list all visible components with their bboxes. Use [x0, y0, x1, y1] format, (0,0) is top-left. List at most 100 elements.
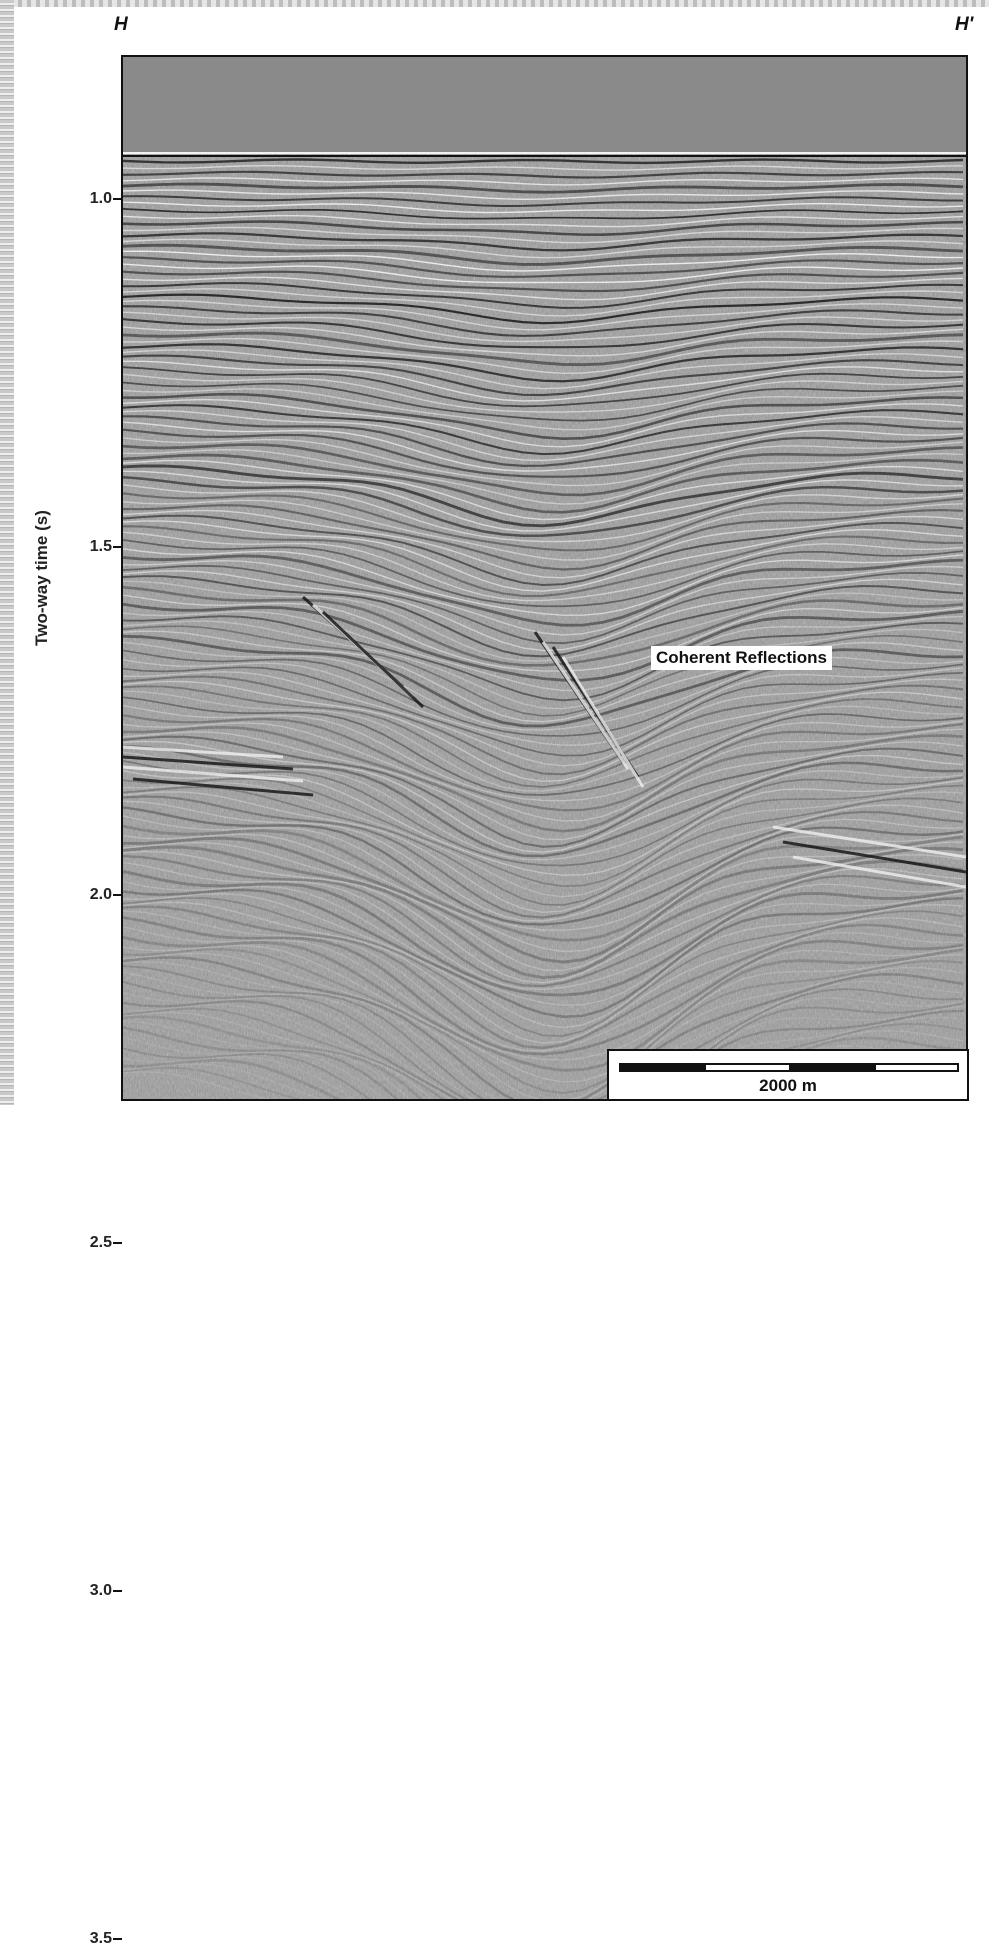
reflector-line	[123, 250, 964, 272]
reflector-line	[123, 722, 964, 822]
reflector-line	[123, 238, 964, 259]
reflector-line	[123, 881, 964, 1006]
reflector-line	[123, 980, 964, 1099]
reflector-line	[123, 226, 964, 244]
reflector-line	[123, 704, 964, 802]
reflector-line	[123, 1003, 964, 1099]
y-tick-mark	[113, 1590, 122, 1592]
reflector-line	[123, 892, 964, 1029]
reflector-line	[123, 770, 964, 876]
reflector-line	[123, 311, 964, 343]
reflector-line	[123, 531, 964, 602]
reflector-line	[123, 800, 964, 922]
reflector-line	[123, 935, 964, 1072]
reflector-line	[123, 398, 964, 448]
reflector-line	[123, 960, 964, 1099]
reflector-line	[123, 948, 964, 1095]
reflector-line	[123, 270, 964, 293]
dipping-reflector	[321, 610, 425, 709]
reflector-line	[123, 428, 964, 478]
seismic-section-image	[123, 57, 966, 1099]
reflector-line	[123, 208, 964, 220]
cropped-neighbor-panel-left	[0, 0, 14, 1105]
reflector-line	[123, 850, 964, 984]
coherent-reflections-label: Coherent Reflections	[651, 646, 832, 670]
y-tick-mark	[113, 894, 122, 896]
reflector-line	[123, 499, 964, 561]
reflector-line	[123, 999, 964, 1099]
reflector-line	[123, 806, 964, 926]
reflector-line	[123, 944, 964, 1083]
reflector-line	[123, 740, 964, 853]
reflector-line	[123, 459, 964, 521]
y-tick-mark	[113, 198, 122, 200]
reflector-line	[123, 1007, 964, 1099]
scale-segment-dark	[789, 1063, 876, 1072]
dipping-reflectors	[123, 595, 966, 889]
dipping-reflector	[561, 656, 645, 788]
reflector-line	[123, 276, 964, 301]
reflector-line	[123, 354, 964, 397]
y-tick-label: 2.5	[89, 1234, 112, 1251]
reflector-line	[123, 575, 964, 658]
reflector-line	[123, 288, 964, 317]
reflector-line	[123, 182, 964, 194]
reflector-line	[123, 685, 964, 788]
reflector-line	[123, 731, 964, 841]
reflector-line	[123, 282, 964, 309]
reflector-line	[123, 916, 964, 1056]
reflector-line	[123, 625, 964, 717]
reflector-line	[123, 164, 964, 171]
reflector-line	[123, 409, 964, 462]
reflector-line	[123, 795, 964, 919]
scale-segment-light	[874, 1063, 959, 1072]
reflector-line	[123, 189, 964, 201]
reflector-line	[123, 437, 964, 487]
reflector-line	[123, 349, 964, 390]
reflector-line	[123, 338, 964, 375]
reflector-line	[123, 671, 964, 767]
reflector-line	[123, 214, 964, 228]
reflector-line	[123, 232, 964, 252]
reflector-line	[123, 952, 964, 1099]
reflector-line	[123, 520, 964, 592]
reflector-line	[123, 744, 964, 858]
reflector-line	[123, 971, 964, 1099]
reflector-line	[123, 373, 964, 413]
reflector-line	[123, 965, 964, 1099]
reflector-line	[123, 177, 964, 186]
reflector-line	[123, 293, 964, 325]
reflector-line	[123, 666, 964, 757]
reflector-line	[123, 854, 964, 988]
reflector-line	[123, 836, 964, 964]
dipping-reflector	[541, 641, 630, 770]
y-tick-mark	[113, 1242, 122, 1244]
reflector-line	[123, 1020, 964, 1099]
reflector-line	[123, 725, 964, 833]
reflector-line	[123, 388, 964, 431]
reflector-line	[123, 331, 964, 367]
scale-bar-label: 2000 m	[759, 1076, 817, 1095]
reflector-line	[123, 615, 964, 702]
y-tick-label: 3.0	[89, 1582, 112, 1599]
reflector-line	[123, 926, 964, 1061]
reflector-line	[123, 1071, 912, 1099]
reflector-line	[123, 869, 964, 997]
seismic-section-panel	[121, 55, 968, 1101]
reflector-line	[123, 484, 964, 543]
reflector-line	[123, 525, 964, 597]
reflector-line	[123, 360, 963, 402]
reflector-line	[123, 735, 964, 848]
reflector-line	[123, 815, 964, 932]
reflector-line	[123, 366, 964, 408]
reflector-line	[123, 514, 964, 586]
reflector-line	[123, 305, 963, 337]
reflector-line	[123, 243, 964, 266]
y-tick-mark	[113, 1938, 122, 1940]
reflector-line	[123, 299, 964, 331]
dipping-reflector	[123, 755, 294, 771]
reflector-line	[123, 992, 964, 1099]
scale-bar: 2000 m	[607, 1049, 969, 1101]
reflector-line	[123, 195, 963, 208]
y-tick-mark	[113, 546, 122, 548]
